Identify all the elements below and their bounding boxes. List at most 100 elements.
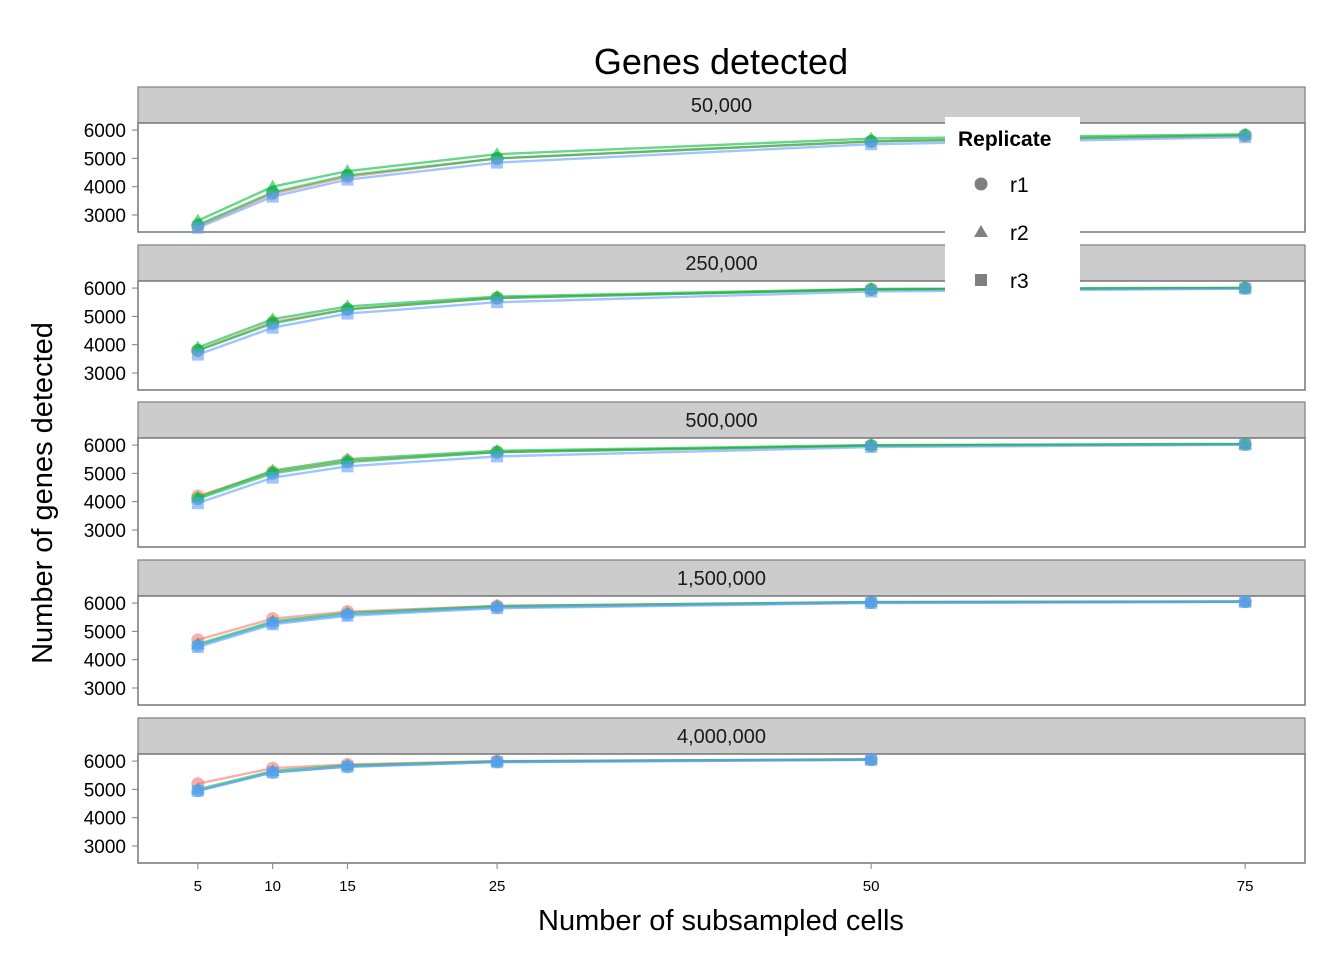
x-tick-label: 10 (264, 878, 281, 895)
y-tick-label: 5000 (84, 149, 126, 170)
y-tick-label: 5000 (84, 780, 126, 801)
y-tick-label: 4000 (84, 809, 126, 830)
series-line (197, 133, 1246, 222)
data-point-circle (974, 177, 988, 191)
y-tick-label: 3000 (84, 364, 126, 385)
y-tick-label: 4000 (84, 493, 126, 514)
panel-frame (137, 437, 1306, 548)
data-point-square (191, 497, 204, 510)
data-point-square (266, 766, 279, 779)
data-point-square (491, 756, 504, 769)
data-point-square (266, 618, 279, 631)
x-tick-label: 50 (863, 878, 880, 895)
data-point-square (341, 760, 354, 773)
panel-frame (137, 280, 1306, 391)
y-tick-label: 3000 (84, 206, 126, 227)
data-point-square (865, 441, 878, 454)
series-line (197, 286, 1246, 352)
series (191, 753, 878, 797)
y-tick-label: 5000 (84, 464, 126, 485)
y-tick-label: 6000 (84, 752, 126, 773)
data-point-square (266, 321, 279, 334)
x-tick-label: 5 (194, 878, 202, 895)
series (191, 595, 1252, 653)
facet-panel: 50,000 3000 4000 5000 6000 (84, 86, 1306, 234)
data-point-square (1239, 131, 1252, 144)
data-point-square (865, 138, 878, 151)
series-line (197, 135, 1246, 229)
series-line (197, 443, 1246, 505)
data-point-square (491, 450, 504, 463)
y-tick-label: 3000 (84, 679, 126, 700)
y-tick-label: 6000 (84, 121, 126, 142)
chart-title: Genes detected (594, 41, 848, 82)
facet-strip-label: 1,500,000 (677, 568, 766, 590)
data-point-square (341, 307, 354, 320)
data-point-square (191, 348, 204, 361)
legend-label: r3 (1010, 270, 1029, 293)
series-line (197, 287, 1246, 356)
legend-title: Replicate (958, 128, 1051, 151)
series (191, 131, 1252, 234)
data-point-square (865, 753, 878, 766)
data-point-square (1239, 595, 1252, 608)
data-point-square (491, 296, 504, 309)
y-tick-label: 5000 (84, 622, 126, 643)
y-tick-label: 4000 (84, 178, 126, 199)
data-point-square (266, 471, 279, 484)
panel-frame (137, 595, 1306, 706)
data-point-square (975, 274, 987, 286)
x-tick-label: 25 (489, 878, 506, 895)
panel-frame (137, 122, 1306, 233)
y-tick-label: 4000 (84, 336, 126, 357)
legend-label: r1 (1010, 174, 1029, 197)
legend-entry: r1 (974, 174, 1029, 197)
series (191, 282, 1252, 361)
facet-panel: 4,000,000 3000 4000 5000 6000 (84, 717, 1306, 864)
facet-strip (137, 559, 1306, 597)
x-axis: 5 10 15 25 50 75 (194, 863, 1253, 895)
y-tick-label: 3000 (84, 521, 126, 542)
legend-entry: r2 (974, 222, 1029, 245)
data-point-square (341, 609, 354, 622)
y-tick-label: 6000 (84, 279, 126, 300)
data-point-square (865, 597, 878, 610)
facet-strip-label: 250,000 (685, 253, 757, 275)
facet-panels: 50,0003000400050006000250,00030004000500… (84, 86, 1306, 864)
facet-panel: 500,000 3000 4000 5000 6000 (84, 401, 1306, 548)
series-line (197, 443, 1246, 501)
facet-strip-label: 4,000,000 (677, 726, 766, 748)
x-axis-label: Number of subsampled cells (538, 905, 904, 937)
legend-entry: r3 (975, 270, 1029, 293)
data-point-square (1239, 282, 1252, 295)
y-tick-label: 5000 (84, 307, 126, 328)
legend-label: r2 (1010, 222, 1029, 245)
y-tick-label: 6000 (84, 594, 126, 615)
legend: Replicate r1 r2 r3 (945, 117, 1080, 297)
facet-strip (137, 401, 1306, 439)
data-point-square (191, 221, 204, 234)
series-line (197, 133, 1246, 227)
facet-strip (137, 244, 1306, 282)
data-point-square (865, 285, 878, 298)
data-point-square (266, 190, 279, 203)
legend-box (945, 117, 1080, 297)
facet-strip (137, 86, 1306, 124)
data-point-square (1239, 438, 1252, 451)
y-tick-label: 4000 (84, 651, 126, 672)
data-point-triangle (974, 225, 988, 237)
data-point-square (341, 460, 354, 473)
series (191, 438, 1252, 510)
data-point-square (191, 640, 204, 653)
y-tick-label: 6000 (84, 436, 126, 457)
facet-strip-label: 500,000 (685, 410, 757, 432)
data-point-square (191, 784, 204, 797)
panel-frame (137, 753, 1306, 864)
data-point-square (491, 602, 504, 615)
facet-panel: 250,000 3000 4000 5000 6000 (84, 244, 1306, 391)
y-axis-label: Number of genes detected (27, 322, 59, 664)
y-tick-label: 3000 (84, 837, 126, 858)
facet-strip-label: 50,000 (691, 95, 752, 117)
x-tick-label: 15 (339, 878, 356, 895)
